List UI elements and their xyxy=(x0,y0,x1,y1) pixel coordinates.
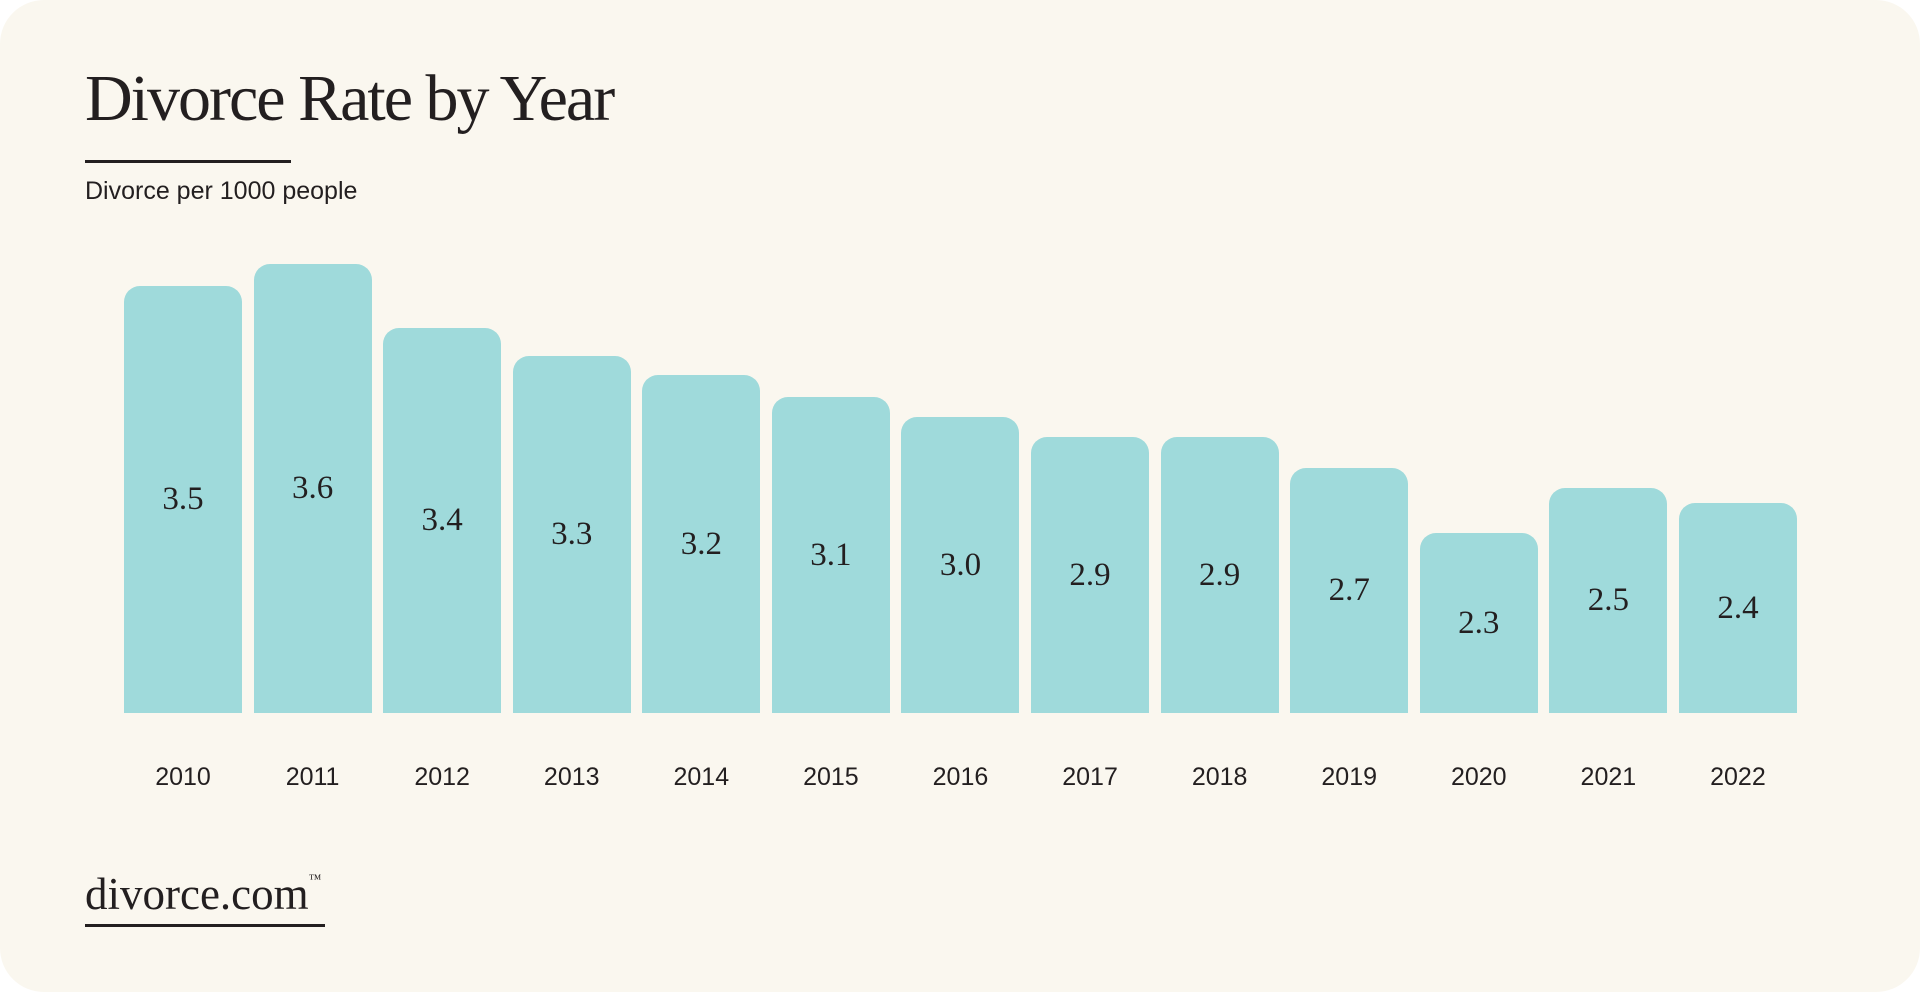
bar-value-label: 2.9 xyxy=(1069,556,1111,593)
year-label: 2010 xyxy=(155,763,211,791)
bar-2022: 2.4 xyxy=(1678,503,1797,713)
bar-chart: 3.5 3.6 3.4 3.3 3.2 3.1 3.0 2.9 2.9 2.7 2.3 2.5 2.4 xyxy=(124,264,1797,713)
bar-2020: 2.3 xyxy=(1419,533,1538,713)
bar-2012: 3.4 xyxy=(383,328,502,713)
bar-2010: 3.5 xyxy=(124,286,242,713)
bar-2011: 3.6 xyxy=(253,264,372,713)
x-axis-labels: 2010 2011 2012 2013 2014 2015 2016 2017 2018 2019… xyxy=(124,713,1797,790)
bar-value-label: 2.4 xyxy=(1717,589,1759,626)
year-label: 2016 xyxy=(932,763,989,791)
year-label: 2022 xyxy=(1710,763,1766,791)
year-label: 2012 xyxy=(414,763,470,791)
bar-value-label: 3.4 xyxy=(421,502,463,538)
bar-value-label: 3.1 xyxy=(810,536,852,573)
bar-value-label: 3.6 xyxy=(291,470,334,506)
year-label: 2011 xyxy=(285,763,340,791)
brand-logo: divorce.com™ xyxy=(85,869,326,927)
title-underline xyxy=(85,160,291,163)
year-label: 2018 xyxy=(1191,763,1248,791)
bar-2017: 2.9 xyxy=(1031,437,1150,713)
bar-value-label: 3.0 xyxy=(939,546,982,583)
bar-value-label: 3.2 xyxy=(680,525,722,562)
bar-value-label: 2.7 xyxy=(1328,572,1370,608)
bar-value-label: 2.3 xyxy=(1458,604,1500,641)
chart-subtitle: Divorce per 1000 people xyxy=(85,177,358,205)
year-label: 2020 xyxy=(1450,763,1507,791)
year-label: 2014 xyxy=(673,763,730,791)
trademark-symbol: ™ xyxy=(308,871,322,886)
bar-value-label: 3.3 xyxy=(551,516,593,552)
bar-2018: 2.9 xyxy=(1160,437,1279,713)
year-label: 2015 xyxy=(803,763,859,791)
bar-value-label: 2.9 xyxy=(1199,556,1241,593)
year-label: 2019 xyxy=(1321,763,1378,791)
year-label: 2021 xyxy=(1580,763,1637,791)
bar-2014: 3.2 xyxy=(642,375,761,713)
bar-value-label: 3.5 xyxy=(162,481,204,517)
bar-2019: 2.7 xyxy=(1290,468,1409,713)
brand-logo-text: divorce.com xyxy=(85,869,309,919)
bar-2016: 3.0 xyxy=(901,417,1020,713)
bar-2013: 3.3 xyxy=(512,356,631,713)
page-title: Divorce Rate by Year xyxy=(85,62,615,135)
bar-2015: 3.1 xyxy=(771,397,890,713)
year-label: 2017 xyxy=(1062,763,1118,791)
bar-value-label: 2.5 xyxy=(1587,582,1629,618)
bar-2021: 2.5 xyxy=(1549,488,1668,713)
year-label: 2013 xyxy=(543,763,600,791)
